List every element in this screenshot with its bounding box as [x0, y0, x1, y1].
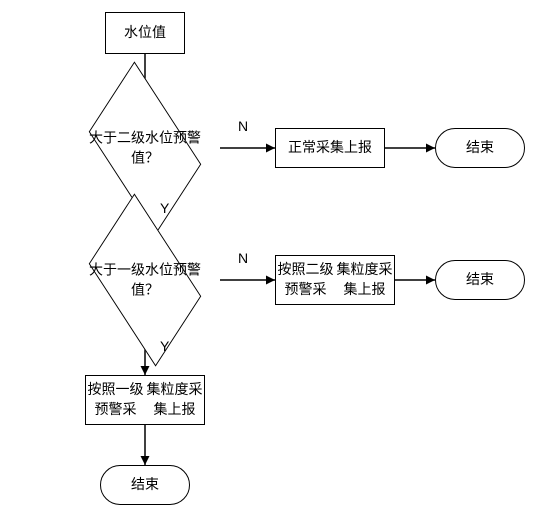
level1-report-line2: 集粒度采集上报: [145, 380, 204, 419]
edge-label-y2: Y: [160, 338, 169, 354]
end2-node: 结束: [435, 260, 525, 300]
decision2-line2: 值？: [131, 281, 159, 297]
end1-label: 结束: [466, 138, 494, 158]
end3-node: 结束: [100, 465, 190, 505]
normal-report-node: 正常采集上报: [275, 128, 385, 168]
edge-label-n2: N: [238, 250, 248, 266]
start-label: 水位值: [124, 23, 166, 43]
decision1-line2: 值？: [131, 149, 159, 165]
decision1-line1: 大于二级水位预警: [89, 129, 201, 145]
start-node: 水位值: [105, 12, 185, 54]
end2-label: 结束: [466, 270, 494, 290]
edge-label-y1: Y: [160, 200, 169, 216]
level2-report-line1: 按照二级预警采: [276, 260, 335, 299]
level2-report-line2: 集粒度采集上报: [335, 260, 394, 299]
end3-label: 结束: [131, 475, 159, 495]
level1-report-node: 按照一级预警采 集粒度采集上报: [85, 375, 205, 425]
decision1-node: 大于二级水位预警 值？: [85, 107, 205, 189]
edge-label-n1: N: [238, 118, 248, 134]
level1-report-line1: 按照一级预警采: [86, 380, 145, 419]
decision2-line1: 大于一级水位预警: [89, 261, 201, 277]
end1-node: 结束: [435, 128, 525, 168]
level2-report-node: 按照二级预警采 集粒度采集上报: [275, 255, 395, 305]
normal-report-label: 正常采集上报: [288, 138, 372, 158]
decision2-node: 大于一级水位预警 值？: [85, 239, 205, 321]
flowchart-edges: [0, 0, 543, 517]
